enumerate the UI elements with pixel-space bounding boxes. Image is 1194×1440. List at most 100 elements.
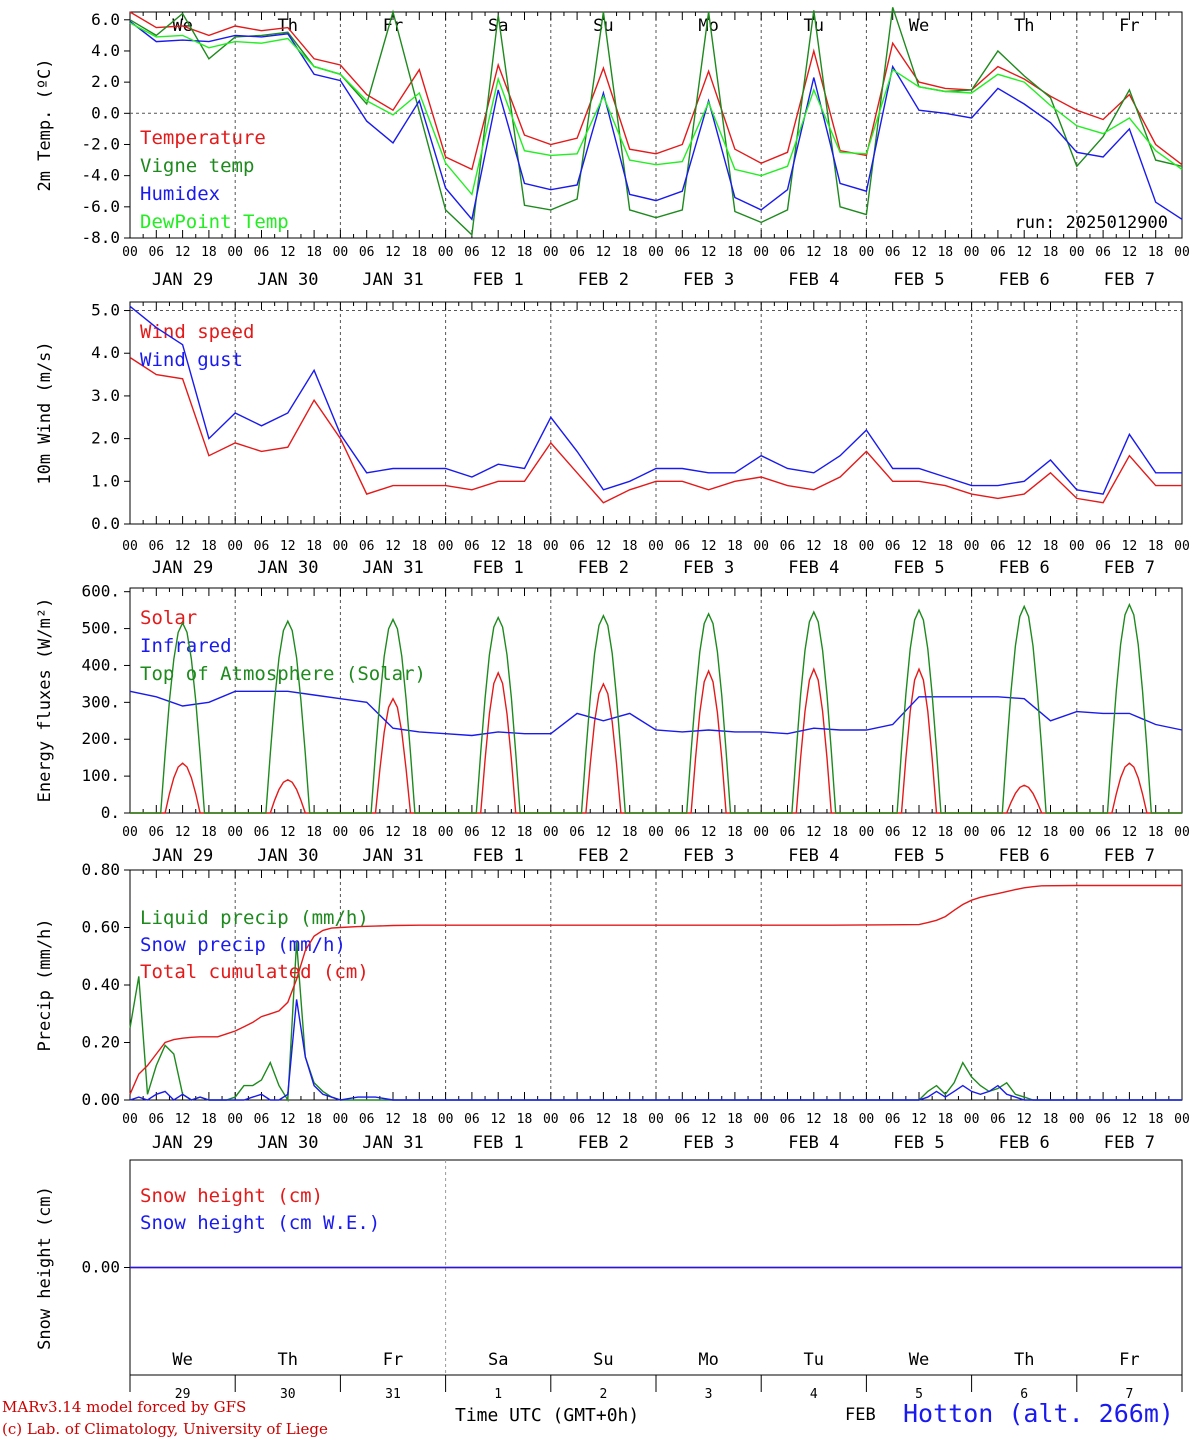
hour-tick-label: 18: [1148, 539, 1164, 554]
date-label: JAN 31: [362, 1133, 423, 1153]
panel-2: 600.500.400.300.200.100.0.00 06 12 18 00 06 12…: [35, 582, 1190, 866]
hour-tick-label: 18: [517, 539, 533, 554]
hour-tick-label: 12: [1016, 825, 1032, 840]
y-tick-label: 0.00: [81, 1258, 120, 1277]
hour-tick-label: 18: [1043, 539, 1059, 554]
date-label: FEB 3: [683, 1133, 734, 1153]
y-tick-label: 0.40: [81, 975, 120, 994]
weekday-label: Fr: [383, 16, 403, 36]
hour-tick-label: 18: [727, 825, 743, 840]
y-tick-label: 0.0: [91, 514, 120, 533]
hour-tick-label: 06: [569, 245, 585, 260]
hour-tick-label: 00: [227, 245, 243, 260]
hour-tick-label: 12: [175, 1112, 191, 1127]
hour-tick-label: 18: [832, 1112, 848, 1127]
y-tick-label: 200.: [81, 729, 120, 748]
date-label: FEB 6: [999, 846, 1050, 866]
series-line-temperature: [129, 11, 1183, 171]
weekday-label: Th: [1014, 1350, 1034, 1370]
hour-tick-label: 18: [411, 245, 427, 260]
hour-tick-label: 12: [1122, 1112, 1138, 1127]
y-tick-label: 100.: [81, 766, 120, 785]
date-label: FEB 5: [893, 1133, 944, 1153]
day-number: 30: [280, 1387, 296, 1402]
date-label: JAN 29: [152, 1133, 213, 1153]
y-tick-label: 2.0: [91, 72, 120, 91]
legend-entry: Humidex: [140, 183, 220, 205]
date-label: FEB 3: [683, 558, 734, 578]
hour-tick-label: 00: [227, 539, 243, 554]
date-label: JAN 31: [362, 558, 423, 578]
hour-tick-label: 00: [859, 539, 875, 554]
hour-tick-label: 12: [175, 539, 191, 554]
weekday-label: Su: [593, 1350, 613, 1370]
hour-tick-label: 00: [1174, 539, 1190, 554]
date-label: JAN 30: [257, 558, 318, 578]
run-label: run: 2025012900: [1014, 213, 1168, 233]
legend-entry: Vigne temp: [140, 155, 254, 177]
hour-tick-label: 18: [306, 245, 322, 260]
hour-tick-label: 18: [201, 245, 217, 260]
hour-tick-label: 00: [1069, 825, 1085, 840]
hour-tick-label: 00: [333, 825, 349, 840]
hour-tick-label: 18: [622, 1112, 638, 1127]
y-tick-label: 0.60: [81, 918, 120, 937]
legend-entry: Infrared: [140, 635, 232, 657]
hour-tick-label: 06: [885, 1112, 901, 1127]
hour-tick-label: 18: [411, 1112, 427, 1127]
hour-tick-label: 06: [885, 825, 901, 840]
hour-tick-label: 18: [1043, 1112, 1059, 1127]
panel-0: 6.04.02.00.0-2.0-4.0-6.0-8.000 06 12 18 00 06…: [35, 7, 1190, 290]
hour-tick-label: 18: [306, 1112, 322, 1127]
date-label: JAN 31: [362, 270, 423, 290]
hour-tick-label: 12: [701, 539, 717, 554]
hour-tick-label: 06: [1095, 825, 1111, 840]
hour-tick-label: 06: [254, 825, 270, 840]
hour-tick-label: 00: [438, 825, 454, 840]
hour-tick-label: 00: [227, 825, 243, 840]
station-name: Hotton (alt. 266m): [903, 1399, 1174, 1428]
hour-tick-label: 06: [780, 1112, 796, 1127]
time-axis-title: Time UTC (GMT+0h): [455, 1405, 640, 1426]
hour-tick-label: 00: [648, 245, 664, 260]
hour-tick-label: 00: [543, 825, 559, 840]
hour-tick-label: 06: [885, 539, 901, 554]
hour-tick-label: 00: [1174, 1112, 1190, 1127]
hour-tick-label: 00: [753, 539, 769, 554]
date-label: JAN 29: [152, 846, 213, 866]
y-axis-title: Energy fluxes (W/m²): [35, 598, 55, 803]
hour-tick-label: 00: [1174, 245, 1190, 260]
date-label: FEB 5: [893, 270, 944, 290]
hour-tick-label: 06: [464, 825, 480, 840]
hour-tick-label: 00: [648, 1112, 664, 1127]
hour-tick-label: 00: [1069, 539, 1085, 554]
legend-entry: Wind speed: [140, 321, 254, 343]
hour-tick-label: 18: [622, 245, 638, 260]
series-line-snow-precip-mm-h-: [129, 999, 1182, 1101]
hour-tick-label: 18: [727, 539, 743, 554]
weekday-label: Fr: [1119, 16, 1139, 36]
hour-tick-label: 18: [832, 539, 848, 554]
hour-tick-label: 18: [937, 1112, 953, 1127]
hour-tick-label: 06: [359, 825, 375, 840]
hour-tick-label: 06: [990, 245, 1006, 260]
hour-tick-label: 06: [569, 1112, 585, 1127]
hour-tick-label: 00: [753, 1112, 769, 1127]
hour-tick-label: 12: [911, 245, 927, 260]
hour-tick-label: 12: [175, 245, 191, 260]
date-label: FEB 6: [999, 558, 1050, 578]
hour-tick-label: 06: [254, 539, 270, 554]
y-axis-title: Precip (mm/h): [35, 918, 55, 1051]
y-tick-label: 400.: [81, 655, 120, 674]
series-line-humidex: [129, 20, 1183, 221]
y-tick-label: 0.: [101, 803, 120, 822]
date-label: FEB 6: [999, 270, 1050, 290]
hour-tick-label: 12: [911, 825, 927, 840]
hour-tick-label: 12: [490, 825, 506, 840]
y-axis-title: 10m Wind (m/s): [35, 341, 55, 484]
y-tick-label: 0.00: [81, 1090, 120, 1109]
hour-tick-label: 12: [280, 825, 296, 840]
weekday-label: Sa: [488, 1350, 508, 1370]
hour-tick-label: 18: [937, 825, 953, 840]
y-axis-title: 2m Temp. (ºC): [35, 58, 55, 191]
